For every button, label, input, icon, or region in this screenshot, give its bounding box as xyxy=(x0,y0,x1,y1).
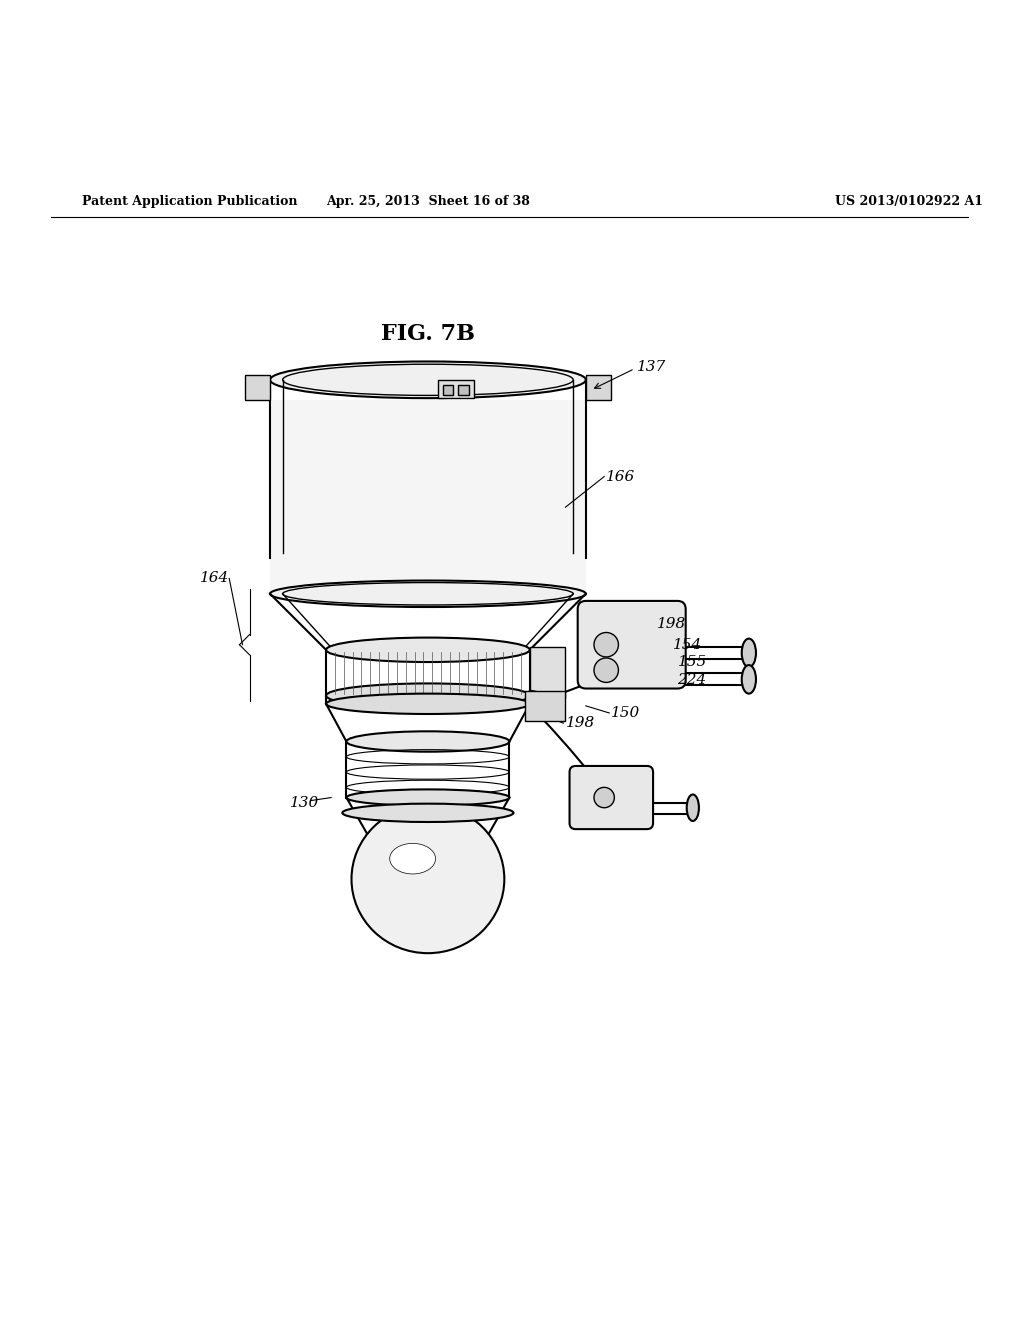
Text: 166: 166 xyxy=(606,470,636,483)
Ellipse shape xyxy=(326,684,529,708)
Ellipse shape xyxy=(351,805,505,953)
Text: 137: 137 xyxy=(637,359,666,374)
Ellipse shape xyxy=(741,665,756,693)
Text: 155: 155 xyxy=(678,655,707,669)
Text: US 2013/0102922 A1: US 2013/0102922 A1 xyxy=(836,195,983,209)
Ellipse shape xyxy=(741,639,756,667)
Ellipse shape xyxy=(342,804,513,822)
FancyBboxPatch shape xyxy=(578,601,686,689)
Ellipse shape xyxy=(687,795,699,821)
Text: 164: 164 xyxy=(200,572,229,586)
FancyBboxPatch shape xyxy=(569,766,653,829)
Ellipse shape xyxy=(270,581,586,607)
Text: 224: 224 xyxy=(678,673,707,688)
Text: 198: 198 xyxy=(657,618,686,631)
Ellipse shape xyxy=(326,693,529,714)
Bar xyxy=(438,380,474,399)
Text: Patent Application Publication: Patent Application Publication xyxy=(82,195,297,209)
Text: 150: 150 xyxy=(611,706,641,719)
Bar xyxy=(443,385,454,395)
Bar xyxy=(245,375,270,400)
Bar xyxy=(524,690,565,721)
Ellipse shape xyxy=(390,843,435,874)
Ellipse shape xyxy=(594,632,618,657)
Text: 154: 154 xyxy=(673,638,701,652)
Bar xyxy=(459,385,469,395)
Ellipse shape xyxy=(594,787,614,808)
Ellipse shape xyxy=(326,638,529,663)
Text: Apr. 25, 2013  Sheet 16 of 38: Apr. 25, 2013 Sheet 16 of 38 xyxy=(326,195,529,209)
Ellipse shape xyxy=(346,731,509,751)
Ellipse shape xyxy=(270,362,586,399)
Text: 130: 130 xyxy=(291,796,319,809)
Bar xyxy=(270,400,586,594)
Bar xyxy=(529,647,565,698)
Ellipse shape xyxy=(346,789,509,805)
Text: FIG. 7B: FIG. 7B xyxy=(381,323,475,345)
Ellipse shape xyxy=(594,657,618,682)
Text: 198: 198 xyxy=(565,717,595,730)
Bar xyxy=(586,375,611,400)
